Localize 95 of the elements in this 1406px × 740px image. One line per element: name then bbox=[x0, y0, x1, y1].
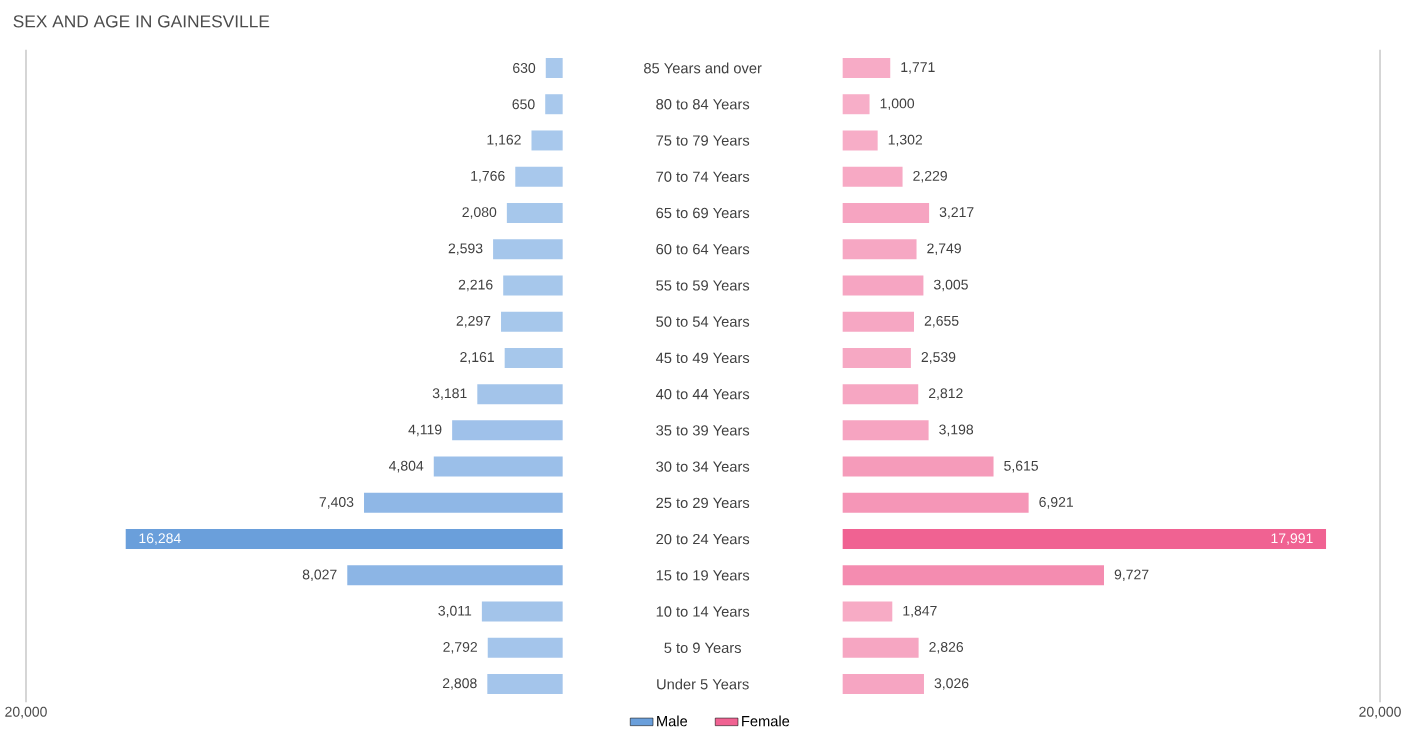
data-label: 3,026 bbox=[934, 678, 969, 690]
data-label: 2,539 bbox=[921, 352, 956, 364]
bar bbox=[842, 384, 919, 405]
y-tick-label: 35 to 39 Years bbox=[656, 425, 750, 436]
data-label: 650 bbox=[512, 99, 535, 110]
data-label: 9,727 bbox=[1114, 569, 1149, 582]
data-label: 17,991 bbox=[1271, 533, 1313, 545]
y-tick-label: 85 Years and over bbox=[644, 62, 762, 74]
bar bbox=[504, 347, 563, 368]
bar bbox=[481, 601, 563, 622]
bar bbox=[125, 529, 563, 550]
bar bbox=[493, 239, 563, 260]
data-label: 2,229 bbox=[913, 170, 947, 183]
bar bbox=[842, 637, 919, 658]
legend-label: Male bbox=[657, 715, 688, 727]
bar bbox=[452, 420, 563, 441]
chart-title: SEX AND AGE IN GAINESVILLE bbox=[13, 15, 270, 28]
bar bbox=[842, 674, 924, 695]
data-label: 2,080 bbox=[462, 207, 497, 219]
y-tick-label: 65 to 69 Years bbox=[656, 207, 750, 219]
y-tick-label: 10 to 14 Years bbox=[656, 606, 750, 617]
data-label: 2,812 bbox=[928, 388, 963, 400]
data-label: 2,826 bbox=[929, 642, 964, 654]
bar bbox=[842, 311, 915, 332]
data-label: 630 bbox=[513, 63, 536, 73]
data-label: 7,403 bbox=[319, 497, 354, 509]
bar bbox=[515, 166, 563, 187]
data-label: 2,655 bbox=[924, 315, 959, 328]
y-tick-label: 70 to 74 Years bbox=[656, 171, 750, 182]
bar bbox=[545, 57, 563, 78]
data-label: 2,808 bbox=[442, 678, 477, 690]
data-label: 6,921 bbox=[1039, 497, 1073, 509]
y-tick-label: 20 to 24 Years bbox=[656, 533, 750, 545]
x-tick-label: 20,000 bbox=[1359, 706, 1401, 719]
bar bbox=[842, 239, 917, 260]
data-label: 1,771 bbox=[901, 62, 935, 74]
data-label: 1,847 bbox=[903, 605, 937, 618]
bar bbox=[347, 565, 563, 586]
data-label: 3,181 bbox=[432, 388, 467, 400]
bar bbox=[842, 420, 929, 441]
data-label: 2,161 bbox=[460, 352, 494, 364]
y-tick-label: Under 5 Years bbox=[657, 678, 749, 690]
y-tick-label: 50 to 54 Years bbox=[656, 316, 750, 327]
y-tick-label: 80 to 84 Years bbox=[656, 99, 750, 110]
bar bbox=[433, 456, 563, 477]
bar bbox=[501, 311, 563, 332]
legend-label: Female bbox=[742, 715, 790, 727]
bar bbox=[842, 565, 1105, 586]
bar bbox=[842, 130, 878, 151]
bar bbox=[506, 202, 563, 223]
bar bbox=[842, 275, 924, 296]
bar bbox=[842, 601, 893, 622]
bar bbox=[842, 94, 870, 115]
data-label: 16,284 bbox=[139, 533, 181, 545]
bar bbox=[487, 674, 563, 695]
bar bbox=[364, 492, 563, 513]
data-label: 2,593 bbox=[448, 243, 483, 255]
bar bbox=[842, 529, 1327, 550]
y-tick-label: 55 to 59 Years bbox=[656, 280, 750, 291]
y-tick-label: 60 to 64 Years bbox=[656, 244, 750, 255]
data-label: 2,297 bbox=[456, 315, 491, 328]
bar bbox=[487, 637, 563, 658]
y-tick-label: 75 to 79 Years bbox=[656, 135, 750, 146]
bar bbox=[531, 130, 563, 151]
bar bbox=[545, 94, 563, 115]
data-label: 4,119 bbox=[408, 424, 442, 437]
data-label: 3,011 bbox=[438, 605, 472, 618]
y-tick-label: 15 to 19 Years bbox=[656, 570, 750, 581]
bar bbox=[842, 57, 891, 78]
y-tick-label: 40 to 44 Years bbox=[655, 388, 750, 400]
bar bbox=[503, 275, 563, 296]
bar bbox=[842, 166, 903, 187]
data-label: 3,005 bbox=[933, 279, 968, 292]
y-tick-label: 45 to 49 Years bbox=[655, 352, 750, 364]
data-label: 1,000 bbox=[880, 98, 915, 111]
data-label: 2,792 bbox=[443, 642, 477, 654]
bar bbox=[842, 456, 994, 477]
data-label: 1,162 bbox=[487, 134, 521, 147]
data-label: 2,749 bbox=[927, 243, 961, 255]
data-label: 1,302 bbox=[888, 134, 923, 147]
data-label: 4,804 bbox=[388, 460, 424, 473]
bar bbox=[842, 492, 1029, 513]
data-label: 1,766 bbox=[471, 170, 505, 183]
bar bbox=[842, 202, 930, 223]
bar bbox=[842, 347, 911, 368]
y-tick-label: 30 to 34 Years bbox=[656, 461, 750, 472]
bar bbox=[477, 384, 563, 405]
x-tick-label: 20,000 bbox=[5, 706, 47, 719]
data-label: 3,217 bbox=[939, 207, 974, 219]
y-tick-label: 5 to 9 Years bbox=[664, 642, 741, 653]
data-label: 8,027 bbox=[302, 569, 337, 582]
y-tick-label: 25 to 29 Years bbox=[656, 497, 750, 509]
data-label: 5,615 bbox=[1004, 460, 1039, 473]
data-label: 3,198 bbox=[939, 424, 974, 437]
data-label: 2,216 bbox=[458, 279, 493, 292]
